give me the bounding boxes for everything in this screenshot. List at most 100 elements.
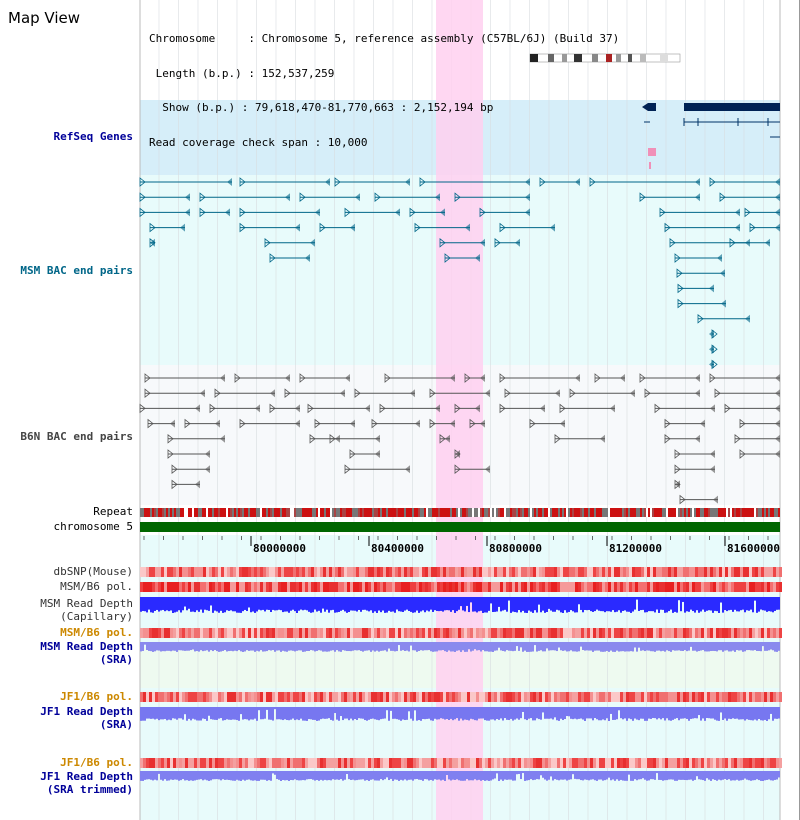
msm-depth-sra-bar: [530, 642, 532, 652]
msm-depth-sra-bar: [766, 642, 768, 651]
b6n-bac-pair-end: [679, 494, 686, 505]
msm-depth-sra-bar: [622, 642, 624, 652]
b6n-bac-pair-end: [554, 433, 561, 444]
msm-pol-sra-cell: [458, 628, 461, 638]
jf1-depth-sra-bar: [514, 707, 516, 720]
jf1-pol-trimmed-cell: [197, 758, 200, 768]
msm-pol-cell: [584, 582, 587, 592]
dbsnp-cell: [572, 567, 575, 577]
jf1-depth-sra-bar: [212, 707, 214, 720]
msm-bac-pair-end: [199, 192, 206, 203]
refseq-gene: [648, 103, 656, 111]
msm-depth-sra-bar: [154, 642, 156, 652]
msm-depth-capillary-bar: [644, 597, 646, 613]
msm-bac-pair-end: [139, 207, 146, 218]
jf1-pol-trimmed-cell: [605, 758, 608, 768]
repeat-block: [352, 508, 354, 517]
msm-depth-capillary-bar: [294, 597, 296, 612]
msm-depth-capillary-bar: [194, 597, 196, 613]
msm-bac-pair-end: [409, 207, 416, 218]
msm-pol-sra-cell: [644, 628, 647, 638]
msm-depth-sra-bar: [276, 642, 278, 651]
msm-depth-sra-bar: [696, 642, 698, 652]
msm-depth-sra-bar: [354, 642, 356, 651]
msm-bac-pair-end: [350, 223, 355, 232]
msm-depth-sra-bar: [630, 642, 632, 652]
msm-depth-sra-bar: [458, 642, 460, 651]
msm-depth-capillary-bar: [360, 597, 362, 612]
msm-pol-cell: [257, 582, 260, 592]
msm-depth-sra-bar: [330, 642, 332, 651]
msm-pol-sra-cell: [302, 628, 305, 638]
msm-pol-cell: [149, 582, 152, 592]
jf1-pol-trimmed-cell: [428, 758, 431, 768]
jf1-depth-sra-bar: [294, 707, 296, 721]
jf1-depth-sra-bar: [704, 707, 706, 721]
jf1-pol-cell: [641, 692, 644, 702]
jf1-depth-sra-bar: [568, 707, 570, 717]
msm-depth-sra-bar: [554, 642, 556, 651]
track-label-msm-bac[interactable]: MSM BAC end pairs: [20, 264, 133, 277]
dbsnp-cell: [440, 567, 443, 577]
jf1-depth-trimmed-bar: [242, 771, 244, 780]
jf1-depth-sra-bar: [476, 707, 478, 721]
jf1-depth-trimmed-bar: [342, 771, 344, 781]
msm-depth-sra-bar: [616, 642, 618, 651]
axis-tick-label: 80000000: [253, 542, 306, 555]
msm-depth-capillary-bar: [384, 597, 386, 613]
jf1-pol-trimmed-cell: [278, 758, 281, 768]
dbsnp-cell: [689, 567, 692, 577]
jf1-pol-cell: [371, 692, 374, 702]
track-label-refseq[interactable]: RefSeq Genes: [53, 130, 133, 143]
msm-depth-sra-bar: [312, 642, 314, 651]
jf1-depth-trimmed-bar: [668, 771, 670, 780]
b6n-bac-pair-end: [205, 465, 210, 474]
jf1-pol-cell: [290, 692, 293, 702]
b6n-bac-pair-end: [739, 449, 746, 459]
msm-depth-sra-bar: [272, 642, 274, 651]
jf1-pol-cell: [212, 692, 215, 702]
jf1-depth-sra-bar: [742, 707, 744, 720]
dbsnp-cell: [422, 567, 425, 577]
jf1-depth-sra-bar: [204, 707, 206, 719]
msm-depth-sra-bar: [644, 642, 646, 652]
repeat-block: [478, 508, 480, 517]
jf1-depth-sra-bar: [246, 707, 248, 720]
jf1-depth-trimmed-bar: [426, 771, 428, 780]
dbsnp-cell: [488, 567, 491, 577]
repeat-block: [690, 508, 692, 517]
repeat-block: [714, 508, 716, 517]
dbsnp-cell: [578, 567, 581, 577]
jf1-depth-sra-bar: [750, 707, 752, 721]
dbsnp-cell: [506, 567, 509, 577]
b6n-bac-pair-end: [555, 389, 560, 398]
track-label-b6n-bac[interactable]: B6N BAC end pairs: [20, 430, 133, 443]
msm-pol-cell: [209, 582, 212, 592]
msm-depth-capillary-bar: [146, 597, 148, 613]
jf1-depth-trimmed-bar: [394, 771, 396, 780]
jf1-depth-sra-bar: [556, 707, 558, 721]
repeat-block: [498, 508, 500, 517]
jf1-pol-trimmed-cell: [575, 758, 578, 768]
msm-pol-sra-cell: [272, 628, 275, 638]
msm-pol-cell: [521, 582, 524, 592]
jf1-pol-cell: [152, 692, 155, 702]
repeat-block: [776, 508, 778, 517]
msm-pol-cell: [707, 582, 710, 592]
jf1-depth-trimmed-bar: [228, 771, 230, 780]
dbsnp-cell: [407, 567, 410, 577]
msm-depth-capillary-bar: [168, 597, 170, 612]
msm-pol-cell: [473, 582, 476, 592]
repeat-block: [500, 508, 502, 517]
jf1-pol-trimmed-cell: [659, 758, 662, 768]
jf1-depth-sra-bar: [778, 707, 780, 719]
repeat-block: [414, 508, 416, 517]
repeat-block: [548, 508, 550, 517]
msm-pol-cell: [350, 582, 353, 592]
jf1-pol-trimmed-cell: [305, 758, 308, 768]
msm-depth-sra-bar: [422, 642, 424, 651]
msm-pol-cell: [452, 582, 455, 592]
jf1-depth-sra-bar: [426, 707, 428, 719]
jf1-pol-cell: [515, 692, 518, 702]
